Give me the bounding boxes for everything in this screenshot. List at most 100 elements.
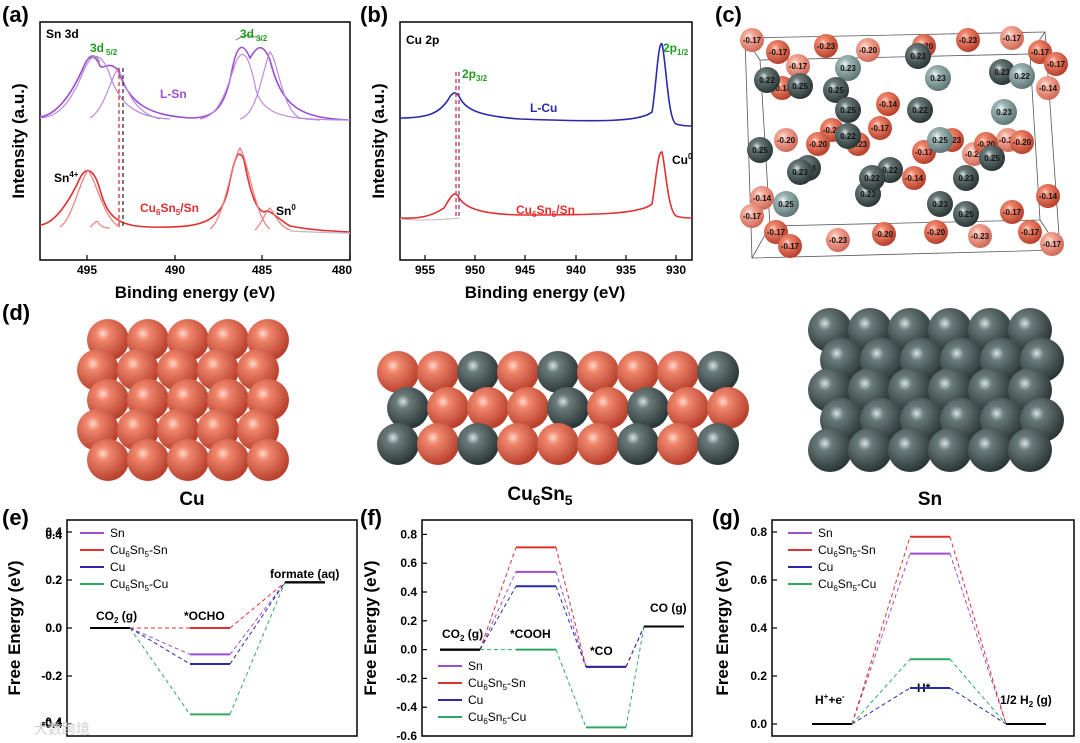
legend-label: Sn bbox=[110, 526, 125, 540]
energy-ytick: 0.0 bbox=[400, 643, 417, 657]
cu-charge-label: -0.17 bbox=[781, 242, 800, 251]
energy-connector bbox=[555, 649, 587, 728]
sn-sphere bbox=[1008, 428, 1052, 472]
panel-b-series-label: Cu6Sn5/Sn bbox=[516, 203, 575, 219]
panel-b-xlabel: Binding energy (eV) bbox=[465, 283, 626, 302]
energy-connector bbox=[949, 536, 1007, 725]
cu-charge-label: -0.17 bbox=[1043, 240, 1062, 249]
sn-charge-label: 0.25 bbox=[958, 210, 974, 219]
sn-sphere bbox=[457, 351, 499, 393]
panel-a-ylabel: Intensity (a.u.) bbox=[9, 83, 28, 198]
sn-atom bbox=[953, 165, 979, 191]
panel-b-xtick: 945 bbox=[515, 263, 535, 277]
panel-f-free-energy-co: Free Energy (eV) CO2 (g) *COOH *CO CO (g… bbox=[361, 519, 693, 743]
cu-charge-label: -0.17 bbox=[743, 36, 762, 45]
sn-sphere bbox=[697, 351, 739, 393]
energy-connector bbox=[229, 582, 286, 665]
cu-charge-label: -0.17 bbox=[1031, 48, 1050, 57]
cu-atom bbox=[806, 132, 830, 156]
sn-sphere bbox=[848, 428, 892, 472]
energy-ytick: 0.0 bbox=[750, 717, 767, 731]
energy-ytick: -0.6 bbox=[396, 729, 417, 743]
cu-charge-label: -0.17 bbox=[769, 48, 788, 57]
legend-label: Sn bbox=[818, 526, 833, 540]
cu-atom bbox=[814, 34, 838, 58]
sn-charge-label: 0.23 bbox=[958, 174, 974, 183]
cu-charge-label: -0.17 bbox=[1003, 34, 1022, 43]
cu-atom bbox=[968, 224, 992, 248]
energy-ytick: 0.6 bbox=[750, 573, 767, 587]
panel-b-xtick: 955 bbox=[415, 263, 435, 277]
cu-charge-label: -0.14 bbox=[905, 174, 924, 183]
energy-connector bbox=[949, 687, 1007, 725]
watermark-text: 大数跨境 bbox=[34, 721, 90, 737]
sn-charge-label: 0.25 bbox=[778, 200, 794, 209]
energy-ytick: 0.4 bbox=[750, 621, 767, 635]
cu-charge-label: -0.23 bbox=[971, 232, 990, 241]
cu-charge-label: -0.20 bbox=[1013, 138, 1032, 147]
cu-charge-label: -0.17 bbox=[743, 212, 762, 221]
panel-a-lsn-fit bbox=[199, 53, 321, 121]
energy-connector bbox=[625, 626, 645, 728]
cu-atom bbox=[786, 54, 810, 78]
panel-f-state-label: CO2 (g) bbox=[442, 627, 483, 643]
cu-charge-label: -0.23 bbox=[829, 236, 848, 245]
panel-a-xps-sn: Sn 3d 495 490 485 480 Binding energy (eV… bbox=[9, 21, 352, 302]
cu-sphere bbox=[87, 439, 129, 481]
cu-atom bbox=[1036, 76, 1060, 100]
sn-charge-label: 0.22 bbox=[864, 174, 880, 183]
sn-sphere bbox=[547, 387, 589, 429]
panel-label-a: (a) bbox=[2, 2, 29, 27]
energy-ytick: -0.2 bbox=[41, 669, 62, 683]
energy-ytick: -0.2 bbox=[396, 671, 417, 685]
energy-connector bbox=[129, 627, 191, 655]
sn-charge-label: 0.22 bbox=[882, 166, 898, 175]
cu-sphere bbox=[587, 387, 629, 429]
panel-f-frame bbox=[421, 519, 693, 737]
panel-b-peak-label: Cu0 bbox=[672, 152, 693, 167]
cu-sphere bbox=[127, 439, 169, 481]
energy-connector bbox=[229, 582, 286, 715]
panel-label-d: (d) bbox=[2, 300, 30, 325]
sn-sphere bbox=[377, 423, 419, 465]
sn-atom bbox=[773, 191, 799, 217]
panel-b-peak-label: 2p1/2 bbox=[663, 41, 689, 57]
energy-ytick: 0.6 bbox=[400, 556, 417, 570]
cu-charge-label: -0.14 bbox=[1039, 84, 1058, 93]
panel-label-f: (f) bbox=[360, 505, 382, 530]
panel-b-series-label: L-Cu bbox=[530, 101, 557, 115]
panel-a-cusn-envelope bbox=[39, 153, 351, 233]
panel-d-label-cu6sn5: Cu6Sn5 bbox=[507, 484, 572, 508]
cu-charge-label: -0.20 bbox=[977, 140, 996, 149]
panel-e-ytick: 0.0 bbox=[45, 621, 62, 635]
cu-sphere bbox=[707, 387, 749, 429]
sn-sphere bbox=[968, 428, 1012, 472]
panel-g-free-energy-her: Free Energy (eV) H++e- H* 1/2 H2 (g) 0.8… bbox=[713, 519, 1075, 737]
cu-atom bbox=[924, 220, 948, 244]
energy-connector bbox=[229, 582, 286, 655]
sn-atom bbox=[859, 165, 885, 191]
panel-b-peak-label: 2p3/2 bbox=[462, 67, 488, 83]
cu-charge-label: -0.20 bbox=[999, 136, 1018, 145]
panel-b-lcu-line bbox=[399, 43, 693, 127]
energy-ytick: 0.8 bbox=[400, 527, 417, 541]
energy-ytick: 0.4 bbox=[45, 525, 62, 539]
energy-ytick: -0.4 bbox=[41, 717, 62, 731]
cu-charge-label: -0.20 bbox=[927, 228, 946, 237]
panel-b-frame bbox=[399, 21, 693, 261]
sn-charge-label: 0.23 bbox=[932, 200, 948, 209]
sn-charge-label: 0.23 bbox=[840, 64, 856, 73]
cu-atom bbox=[872, 222, 896, 246]
cu-sphere bbox=[617, 351, 659, 393]
panel-e-state-label: formate (aq) bbox=[270, 567, 339, 581]
sn-atom bbox=[787, 73, 813, 99]
cu-sphere bbox=[657, 351, 699, 393]
sn-charge-label: 0.23 bbox=[996, 108, 1012, 117]
panel-f-state-label: *COOH bbox=[510, 627, 551, 641]
panel-b-xtick: 950 bbox=[465, 263, 485, 277]
panel-a-xlabel: Binding energy (eV) bbox=[115, 283, 276, 302]
panel-a-peak-label: Sn4+ bbox=[54, 170, 79, 185]
cu-charge-label: -0.20 bbox=[777, 136, 796, 145]
cu-atom bbox=[868, 116, 892, 140]
